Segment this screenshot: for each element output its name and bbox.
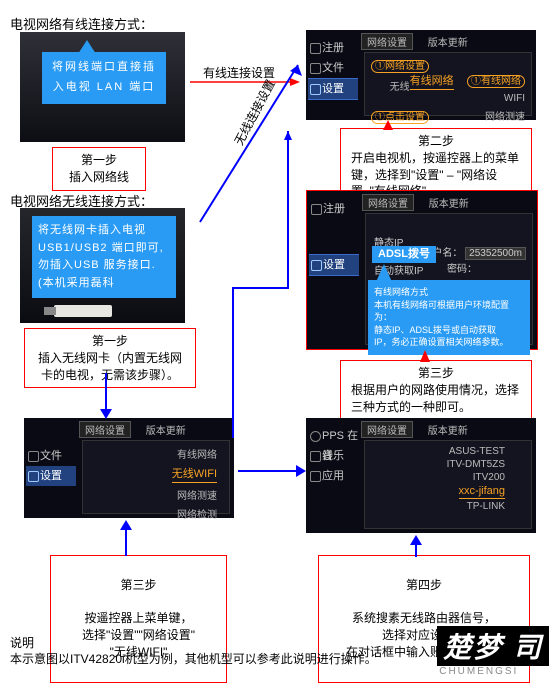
w1-title: 第一步 [35,333,185,350]
step3-title: 第三步 [351,365,521,382]
step2-title: 第二步 [351,133,521,150]
net-setting-circle: ①网络设置 [371,60,429,73]
watermark: 楚梦 司 CHUMENGSI [437,626,549,677]
click-setting-circle: ①点击设置 [371,111,429,124]
tab-ver-update: 版本更新 [422,33,474,50]
watermark-small: CHUMENGSI [437,666,549,677]
step1-wired-box: 第一步 插入网络线 [52,147,146,191]
wifi-menu-settings: 设置 [26,466,76,486]
wifi-netclear: 网络测速 [83,485,229,504]
wifi-selected: 无线WIFI [172,465,217,483]
arrow-step3w-up [120,520,132,556]
step1-title: 第一步 [63,152,135,169]
wifi-tab-ver: 版本更新 [140,421,192,438]
pps-tab-pps: PPS 在线 [308,426,358,446]
photo-tv-lan: 将网线端口直接插入电视 LAN 端口 [20,32,185,142]
wifi-netcheck: 网络检测 [83,504,229,523]
w3-title: 第三步 [61,577,216,594]
footer-text: 本示意图以ITV42820i机型为例，其他机型可以参考此说明进行操作。 [10,650,430,667]
bubble-lan: 将网线端口直接插入电视 LAN 端口 [42,52,166,104]
photo-tv-usb: 将无线网卡插入电视USB1/USB2 端口即可,勿插入USB 服务接口.(本机采… [20,208,185,323]
watermark-big: 楚梦 司 [437,626,549,666]
pps-item-4: TP-LINK [373,500,523,513]
heading-wired: 电视网络有线连接方式： [10,14,153,33]
wired-net-title: 有线网络 [410,72,454,90]
arrow-step3-up [420,350,430,362]
s4-title: 第四步 [329,577,519,594]
user-value: 25352500m [465,247,526,260]
pps-item-1: ITV-DMT5ZS [373,458,523,471]
pps-item-3: xxc-jifang [459,485,505,499]
pps-tab-app: 应用 [308,466,358,486]
arrow-blue-right [238,465,306,477]
step1-text: 插入网络线 [63,169,135,186]
usb-plug [44,307,56,315]
pps-tab-ver: 版本更新 [422,421,474,438]
step3-box: 第三步 根据用户的网路使用情况，选择三种方式的一种即可。 [340,360,532,420]
net-clear: 网络测速 [485,108,525,123]
ui-screenshot-wifi-menu: 文件 设置 网络设置 版本更新 有线网络 无线WIFI 网络测速 网络检测 [24,418,234,518]
pps-tab-net: 网络设置 [361,421,413,438]
adsl-text: 有线网络方式 本机有线网络可根据用户环境配置为： 静态IP、ADSL拨号或自动获… [368,280,530,355]
tab-net-settings: 网络设置 [361,33,413,50]
pps-tab-music: 音乐 [308,446,358,466]
adsl-tab-ver: 版本更新 [423,194,475,211]
ui-screenshot-adsl: 注册 设置 网络设置 版本更新 静态IP 自动获取IP 用户名： 2535250… [306,190,538,350]
bubble-usb: 将无线网卡插入电视USB1/USB2 端口即可,勿插入USB 服务接口.(本机采… [32,216,176,298]
usb-dongle [54,305,112,317]
wifi-tab-net: 网络设置 [79,421,131,438]
wifi-menu-file: 文件 [26,446,76,466]
adsl-tab-net: 网络设置 [362,194,414,211]
arrow-step2-up [383,120,393,130]
ui-screenshot-menu-wired: 注册 文件 设置 网络设置 版本更新 ①网络设置 有线网络 ①有线网络 无线WI… [306,30,536,120]
pass-label: 密码： [447,260,477,275]
adsl-menu-reg: 注册 [309,199,359,219]
pps-item-0: ASUS-TEST [373,445,523,458]
menu-reg: 注册 [308,38,358,58]
step3-text: 根据用户的网路使用情况，选择三种方式的一种即可。 [351,382,521,416]
footer-label: 说明 [10,634,34,651]
arrow-blue-long [208,128,308,456]
adsl-menu-settings: 设置 [309,254,359,276]
arrow-step4-up: ountain [410,535,422,557]
pps-item-2: ITV200 [373,471,523,484]
arrow-blue-down-w1 [100,373,112,419]
adsl-title: ADSL拨号 [372,246,436,263]
wired-net-circle: ①有线网络 [467,75,525,88]
ui-screenshot-pps: PPS 在线 音乐 应用 网络设置 版本更新 ASUS-TEST ITV-DMT… [306,418,536,533]
